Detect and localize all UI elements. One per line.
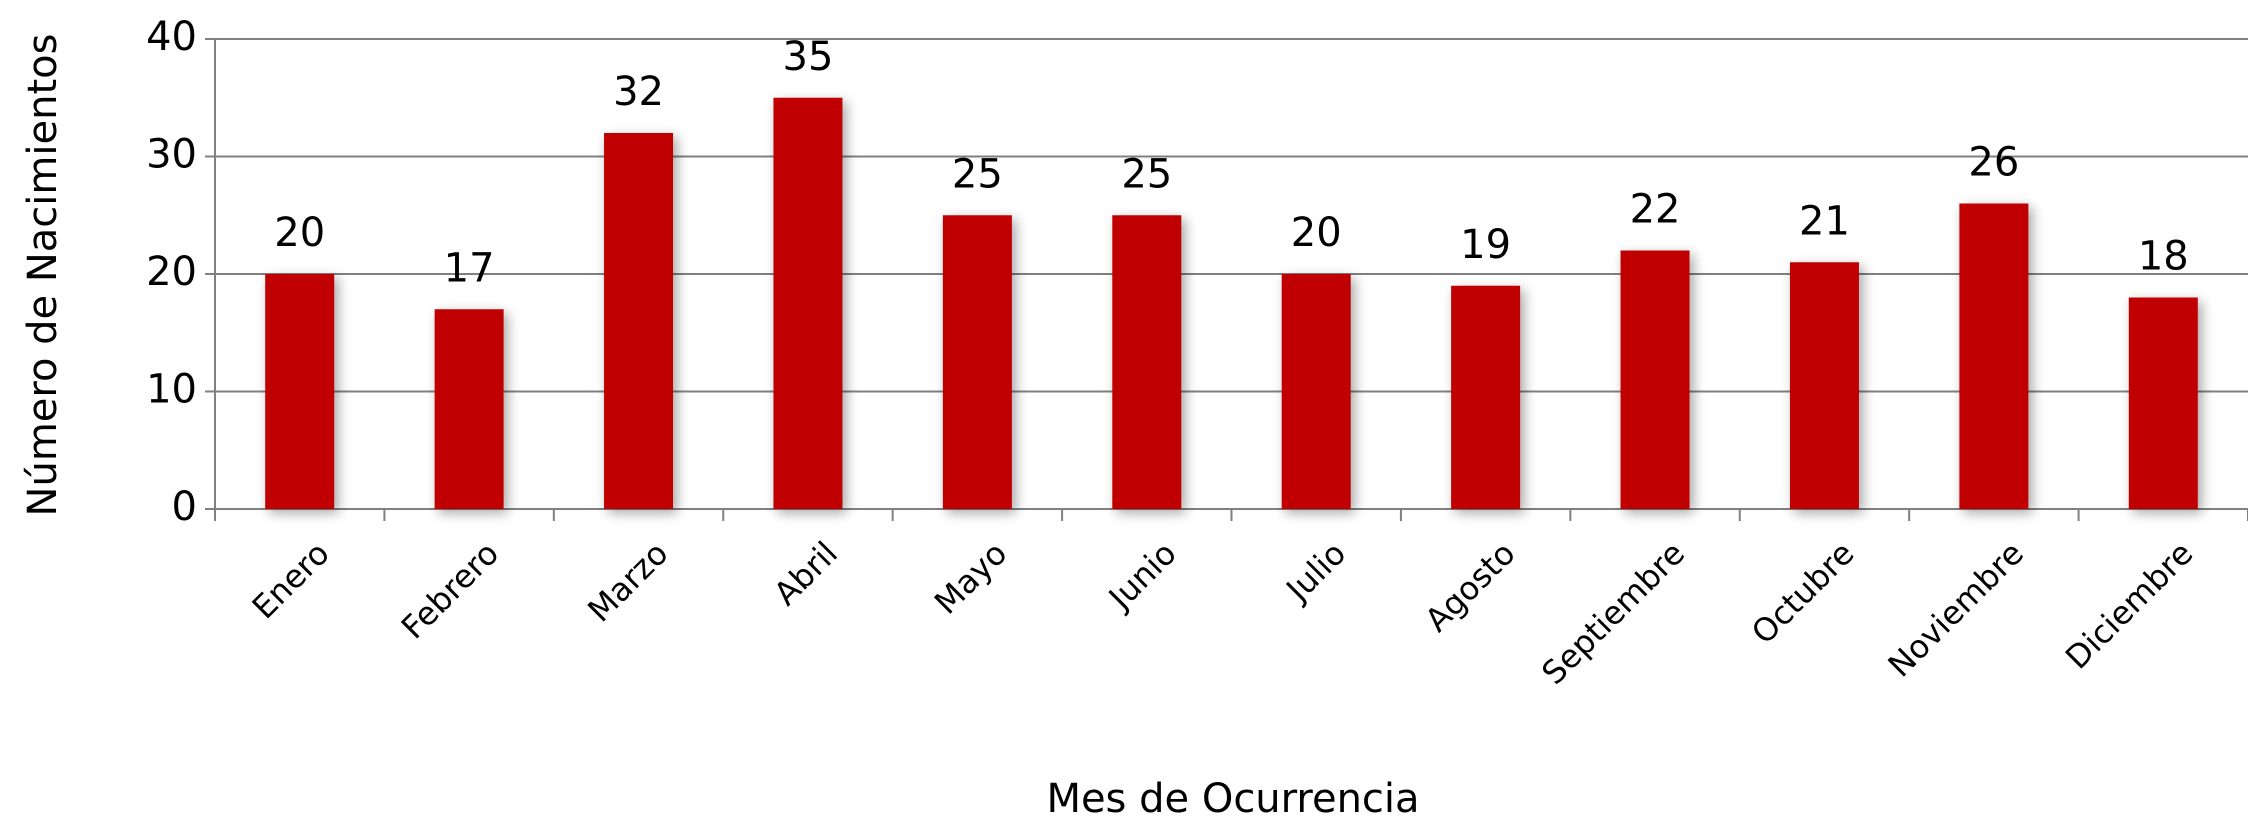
bar: [773, 97, 843, 509]
bar: [1620, 250, 1690, 509]
x-tick-label: Octubre: [1744, 534, 1861, 651]
x-tick-label: Julio: [1278, 534, 1354, 610]
y-tick-label: 20: [146, 249, 197, 295]
bar: [1789, 262, 1859, 509]
data-label: 19: [1460, 222, 1511, 268]
data-label: 17: [444, 245, 495, 291]
y-tick-label: 30: [146, 132, 197, 178]
data-label: 26: [1968, 140, 2019, 186]
bar: [434, 309, 504, 509]
data-label: 20: [274, 210, 325, 256]
x-tick-label: Septiembre: [1534, 534, 1692, 692]
y-tick-label: 0: [172, 484, 197, 530]
bar: [265, 274, 335, 509]
x-tick-label: Abril: [766, 534, 845, 613]
bar: [1451, 285, 1521, 509]
data-label: 20: [1291, 210, 1342, 256]
bar: [2128, 297, 2198, 509]
data-label: 25: [1121, 151, 1172, 197]
y-tick-label: 10: [146, 367, 197, 413]
data-label: 18: [2138, 234, 2189, 280]
x-axis-title: Mes de Ocurrencia: [1046, 776, 1419, 822]
x-tick-label: Marzo: [580, 534, 675, 629]
x-tick-label: Febrero: [394, 534, 506, 646]
data-label: 35: [783, 34, 834, 80]
x-tick-label: Mayo: [927, 534, 1014, 621]
bar: [1112, 215, 1182, 509]
data-label: 21: [1799, 198, 1850, 244]
bar: [1959, 203, 2029, 509]
bar: [1281, 274, 1351, 509]
data-label: 22: [1630, 187, 1681, 233]
y-axis-title: Número de Nacimientos: [20, 34, 66, 517]
x-tick-label: Noviembre: [1881, 534, 2031, 684]
x-tick-label: Diciembre: [2058, 534, 2200, 676]
bar: [942, 215, 1012, 509]
bar: [604, 133, 674, 509]
x-tick-label: Junio: [1100, 534, 1184, 618]
data-label: 32: [613, 69, 664, 115]
data-label: 25: [952, 151, 1003, 197]
x-tick-label: Enero: [245, 534, 337, 626]
y-tick-label: 40: [146, 14, 197, 60]
x-tick-label: Agosto: [1418, 534, 1523, 639]
